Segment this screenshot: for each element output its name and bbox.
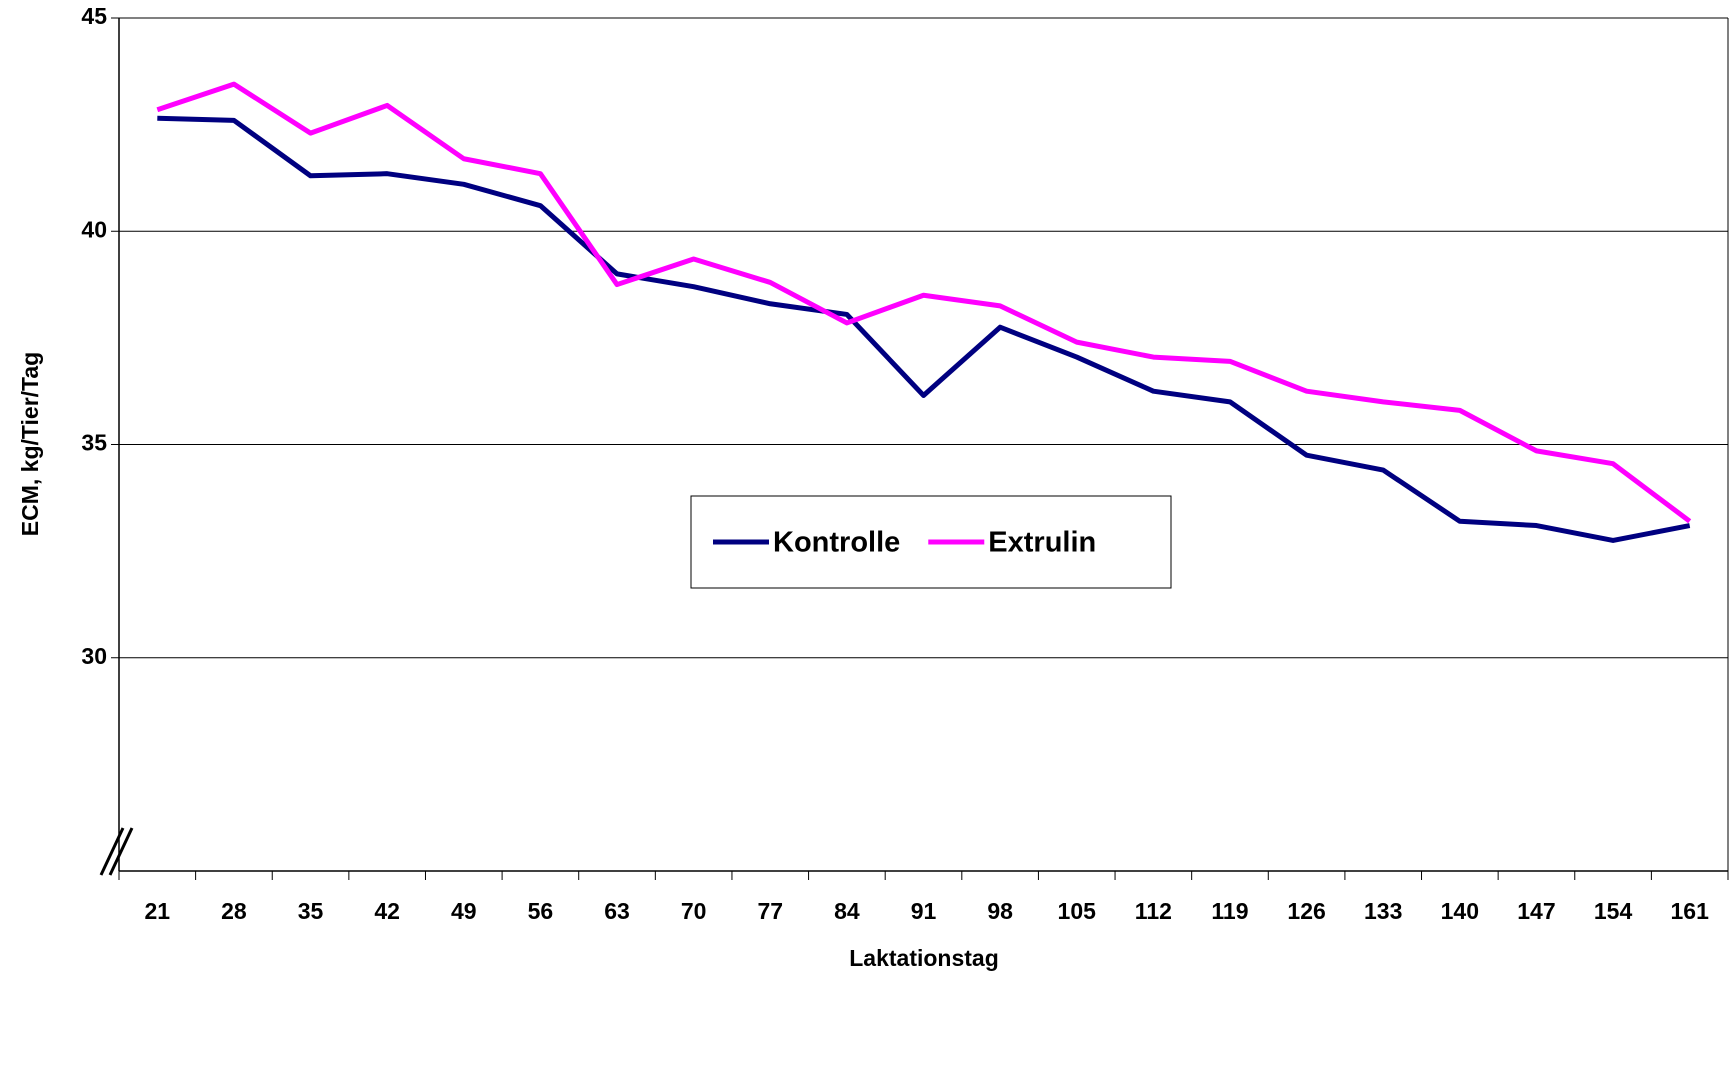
x-tick-label: 35 [298,898,324,924]
x-tick-label: 42 [374,898,400,924]
x-tick-label: 28 [221,898,247,924]
x-tick-label: 91 [911,898,937,924]
x-tick-label: 119 [1211,898,1248,924]
series-line [156,81,1692,524]
x-tick-label: 98 [987,898,1013,924]
x-tick-label: 112 [1135,898,1172,924]
x-tick-label: 63 [604,898,630,924]
x-tick-label: 133 [1364,898,1402,924]
x-tick-label: 126 [1287,898,1325,924]
y-tick-label: 45 [81,3,107,29]
x-tick-label: 84 [834,898,860,924]
axis-break [99,827,125,876]
y-tick-label: 30 [81,643,107,669]
x-tick-label: 161 [1671,898,1710,924]
x-tick-label: 105 [1058,898,1097,924]
legend-label: Extrulin [988,527,1096,559]
x-axis-label: Laktationstag [849,945,999,971]
x-tick-label: 70 [681,898,707,924]
x-tick-label: 140 [1441,898,1479,924]
y-axis-label: ECM, kg/Tier/Tag [17,352,43,536]
axis-break [108,827,134,876]
x-tick-label: 154 [1594,898,1633,924]
x-tick-label: 147 [1517,898,1555,924]
x-tick-label: 56 [528,898,554,924]
x-tick-label: 21 [145,898,171,924]
series-line [157,115,1691,543]
y-tick-label: 40 [81,216,107,242]
x-tick-label: 49 [451,898,477,924]
x-tick-label: 77 [757,898,783,924]
legend-label: Kontrolle [773,527,900,559]
y-tick-label: 35 [81,430,107,456]
